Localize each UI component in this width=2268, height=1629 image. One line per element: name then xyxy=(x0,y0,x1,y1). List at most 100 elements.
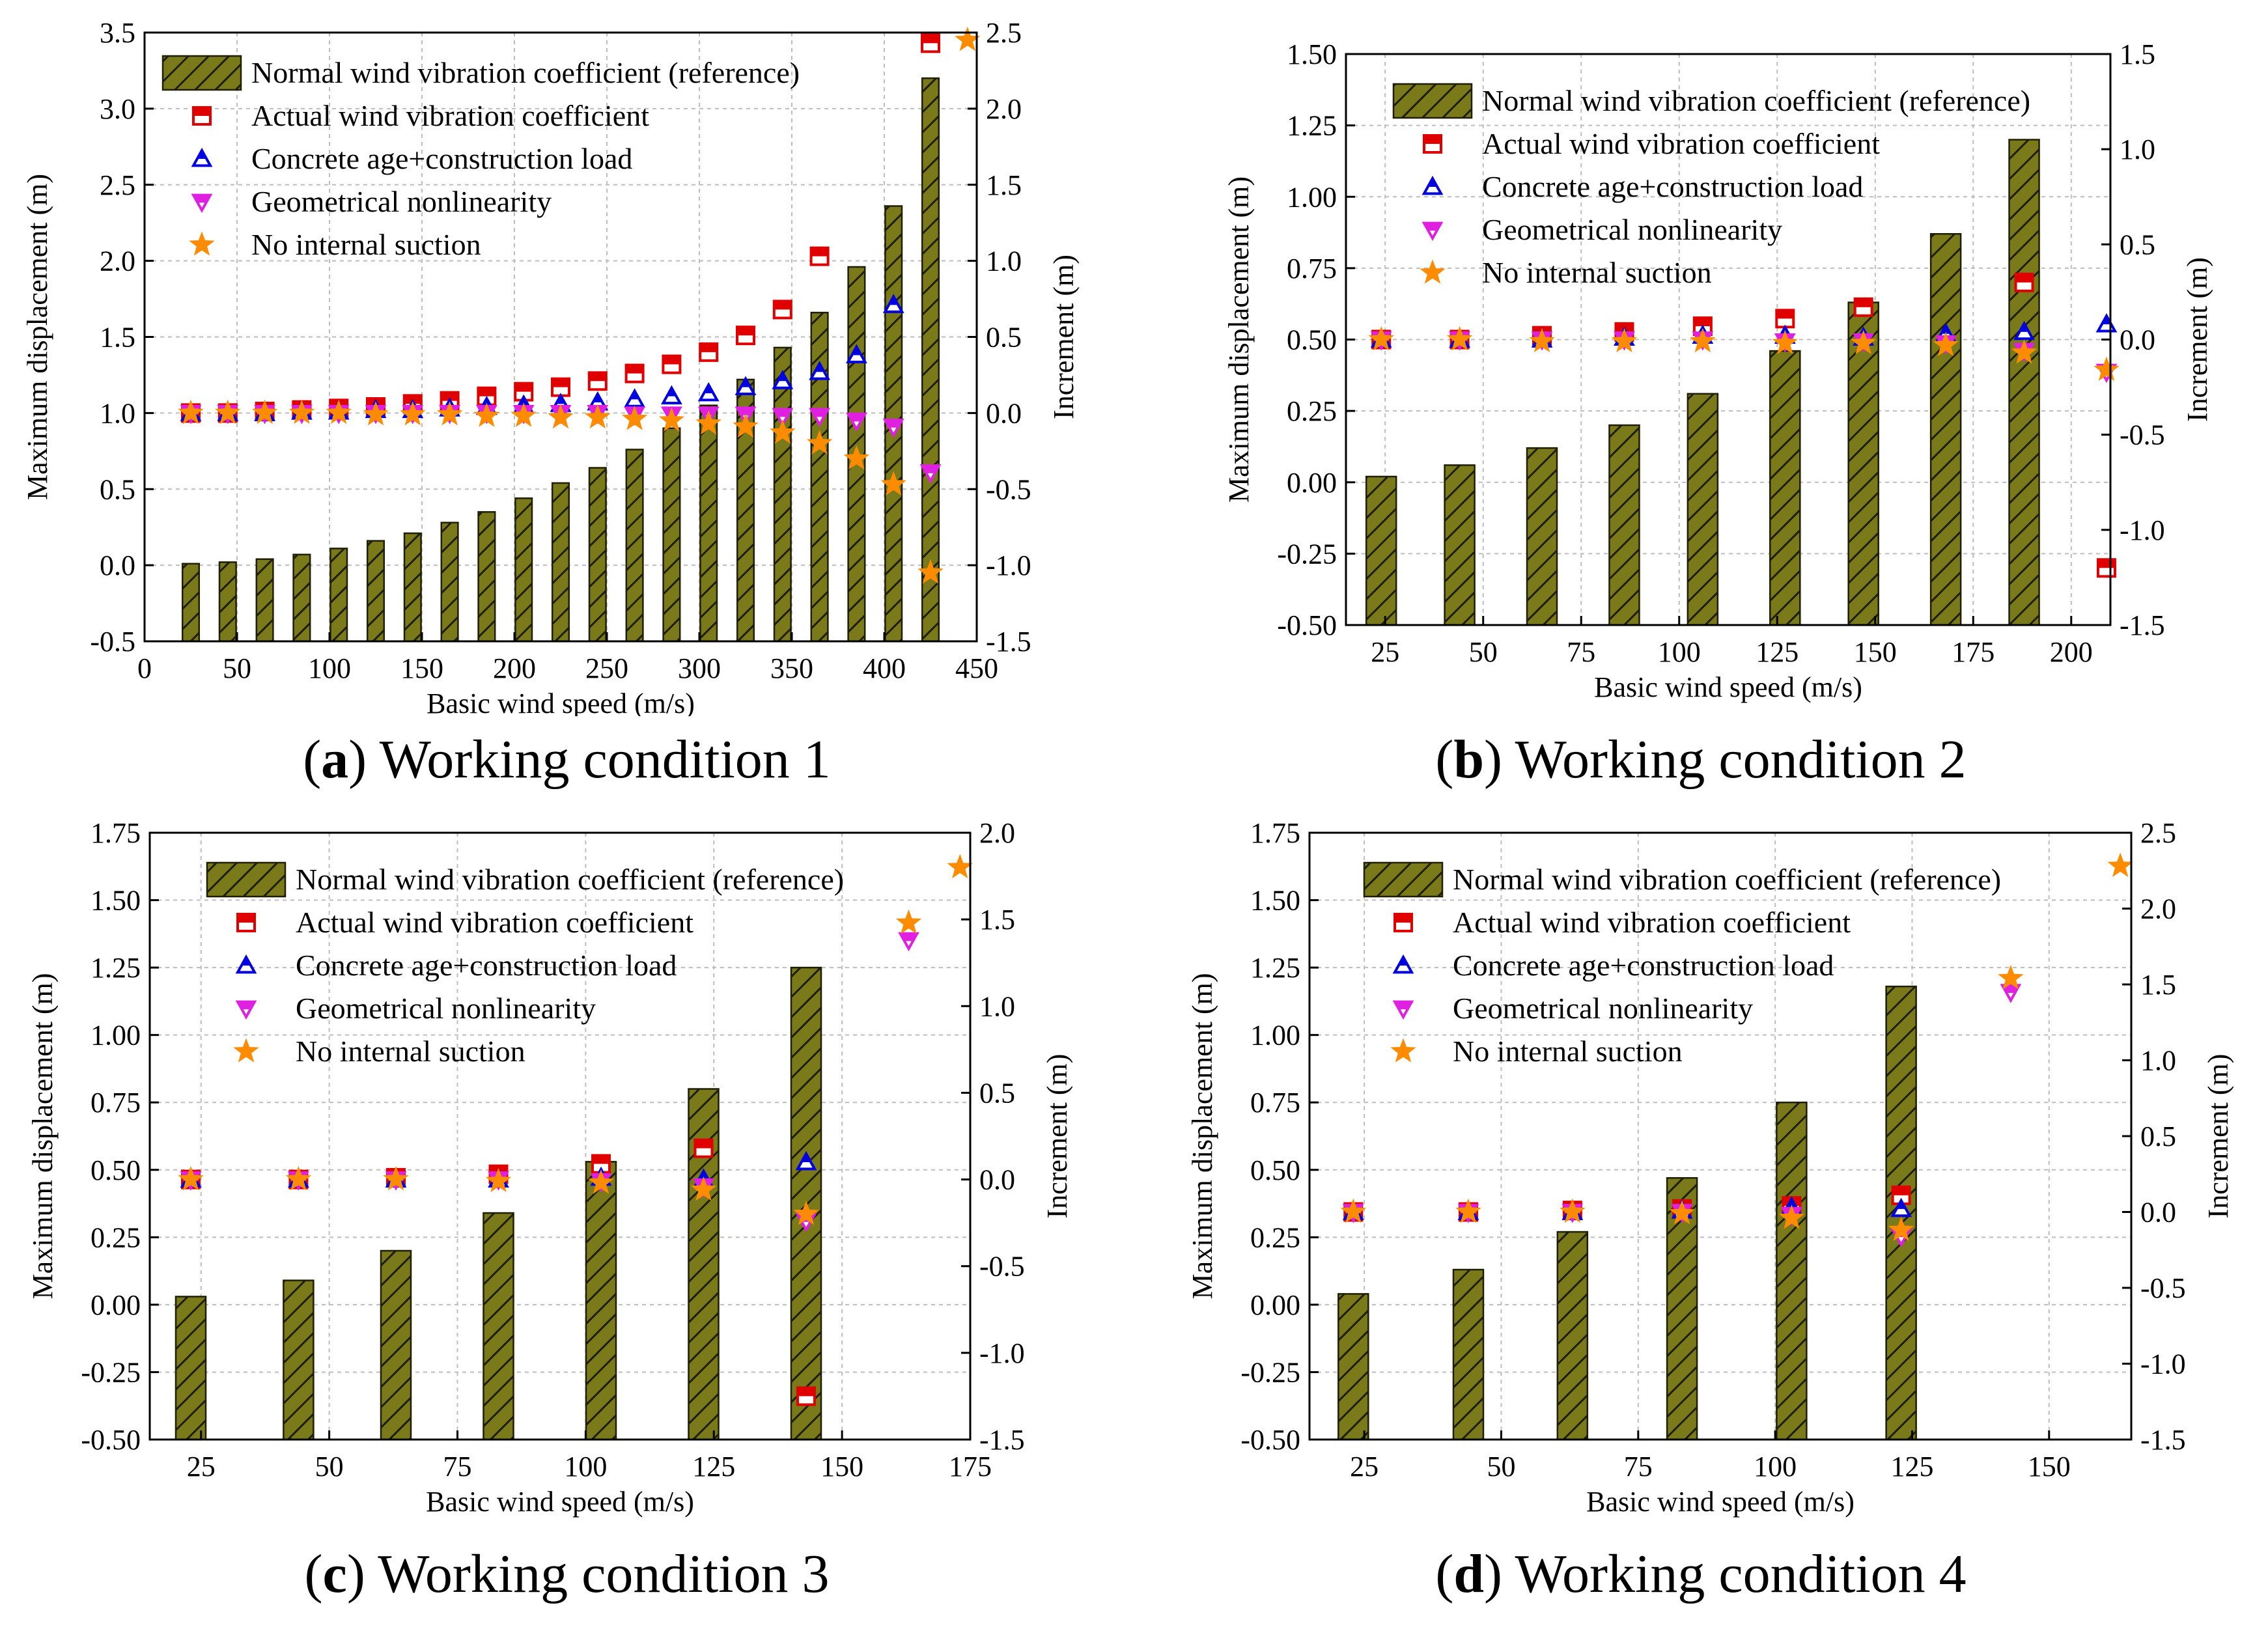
data-point-triangle-down xyxy=(846,412,867,432)
legend-label: Actual wind vibration coefficient xyxy=(1482,127,1880,160)
y-axis-right: -1.5 -1.0 -0.5 0.0 0.5 1.0 1.5 xyxy=(2101,38,2165,641)
y-tick-label: 0.00 xyxy=(1250,1289,1300,1321)
y-tick-label: 1.00 xyxy=(91,1020,141,1051)
data-point-star xyxy=(1446,326,1473,351)
y2-tick-label: -1.0 xyxy=(2120,514,2165,546)
bar xyxy=(218,561,237,643)
y-axis-right: -1.5 -1.0 -0.5 0.0 0.5 1.0 1.5 2.0 2.5 xyxy=(2122,817,2186,1456)
legend: Normal wind vibration coefficient (refer… xyxy=(1392,83,2030,289)
marker-series-triangle-up xyxy=(1342,1196,1912,1220)
y-tick-label: -0.25 xyxy=(81,1356,141,1388)
marker-series-square xyxy=(1371,272,2116,578)
data-point-star xyxy=(215,399,241,425)
x-tick-label: 150 xyxy=(2028,1451,2071,1483)
data-point-star xyxy=(511,402,537,427)
data-point-triangle-up xyxy=(697,382,720,402)
caption-c: (c) Working condition 3 xyxy=(304,1544,830,1604)
caption-letter: a xyxy=(321,729,349,790)
x-tick-label: 350 xyxy=(770,652,813,684)
bar xyxy=(588,467,607,643)
marker-series-star xyxy=(1340,852,2133,1242)
data-point-star xyxy=(1888,1216,1914,1242)
y-axis-right: -1.5 -1.0 -0.5 0.0 0.5 1.0 1.5 2.0 2.5 xyxy=(968,17,1031,658)
data-point-triangle-up xyxy=(2095,313,2118,333)
x-tick-label: 450 xyxy=(955,652,998,684)
caption-text: Working condition 2 xyxy=(1515,729,1967,790)
y-tick-label: 1.5 xyxy=(100,322,135,354)
x-tick-label: 50 xyxy=(223,652,251,684)
data-point-square xyxy=(736,326,755,346)
y-tick-label: -0.50 xyxy=(1240,1424,1300,1456)
data-point-triangle-up xyxy=(882,294,904,313)
y2-tick-label: 1.0 xyxy=(2120,133,2155,165)
y2-tick-label: -1.5 xyxy=(2140,1424,2186,1456)
legend: Normal wind vibration coefficient (refer… xyxy=(1363,861,2001,1068)
y-tick-label: 2.5 xyxy=(100,169,135,201)
y-tick-label: 1.00 xyxy=(1250,1020,1300,1051)
bar xyxy=(1337,1293,1369,1441)
legend-entry: Actual wind vibration coefficient xyxy=(192,99,649,132)
bar xyxy=(514,497,533,643)
legend-label: Actual wind vibration coefficient xyxy=(296,906,693,939)
y-tick-label: 1.50 xyxy=(91,885,141,917)
x-tick-label: 150 xyxy=(1854,636,1897,668)
y-tick-label: 0.50 xyxy=(1250,1154,1300,1186)
chart-panel-b: 25 50 75 100 125 150 175 200 Basic wind speed (m… xyxy=(1134,0,2268,814)
caption-a: (a) Working condition 1 xyxy=(303,729,831,790)
y-tick-label: 1.50 xyxy=(1250,885,1300,917)
y2-tick-label: -1.0 xyxy=(2140,1348,2186,1380)
y-tick-label: 1.25 xyxy=(91,952,141,984)
bar xyxy=(329,548,348,643)
data-point-star xyxy=(843,445,870,470)
data-point-star xyxy=(947,854,973,879)
plot-frame xyxy=(148,831,972,1441)
data-point-star xyxy=(2093,356,2120,382)
y2-tick-label: -0.5 xyxy=(986,473,1031,505)
legend-label: Concrete age+construction load xyxy=(1453,949,1834,982)
marker-series-star xyxy=(178,26,981,584)
caption-letter: c xyxy=(322,1544,347,1604)
data-point-square xyxy=(921,33,940,53)
data-point-triangle-down xyxy=(809,408,830,428)
y-tick-label: 0.5 xyxy=(100,473,135,505)
legend-entry: Actual wind vibration coefficient xyxy=(1393,906,1851,939)
legend-label: Normal wind vibration coefficient (refer… xyxy=(1453,863,2001,896)
legend-swatch-bar xyxy=(161,55,242,91)
data-point-triangle-up xyxy=(624,388,645,408)
bar-series xyxy=(181,77,940,643)
y2-axis-label: Increment (m) xyxy=(2202,1054,2234,1219)
bar xyxy=(699,404,718,643)
legend-label: Geometrical nonlinearity xyxy=(296,992,596,1025)
legend: Normal wind vibration coefficient (refer… xyxy=(161,55,800,261)
data-point-star xyxy=(1690,327,1716,353)
data-point-square xyxy=(1853,297,1873,317)
y-tick-label: 0.75 xyxy=(91,1087,141,1119)
x-tick-label: 125 xyxy=(692,1451,735,1483)
bar xyxy=(1365,475,1397,626)
y-tick-label: 0.75 xyxy=(1250,1087,1300,1119)
y-tick-label: 3.0 xyxy=(100,93,135,125)
legend-label: Geometrical nonlinearity xyxy=(1453,992,1753,1025)
y-tick-label: -0.50 xyxy=(81,1424,141,1456)
legend-entry: Geometrical nonlinearity xyxy=(191,185,552,218)
data-point-square xyxy=(1775,309,1795,329)
bar-series xyxy=(1337,985,1917,1441)
legend-entry: Concrete age+construction load xyxy=(191,142,632,175)
data-point-star xyxy=(880,471,906,495)
bar xyxy=(551,482,570,643)
legend-entry: Normal wind vibration coefficient (refer… xyxy=(161,55,800,91)
bar xyxy=(585,1161,617,1441)
y-axis-label: Maximum displacement (m) xyxy=(1186,973,1218,1300)
caption-letter: d xyxy=(1453,1544,1485,1604)
bar xyxy=(1556,1231,1589,1441)
legend-entry: Normal wind vibration coefficient (refer… xyxy=(1363,861,2001,898)
legend-label: No internal suction xyxy=(1453,1035,1683,1068)
data-point-star xyxy=(288,399,315,425)
x-axis: 25 50 75 100 125 150 xyxy=(1350,1430,2071,1483)
data-point-star xyxy=(1933,331,1959,357)
data-point-star xyxy=(485,1167,512,1192)
x-tick-label: 125 xyxy=(1756,636,1799,668)
data-point-star xyxy=(1669,1200,1695,1225)
y-tick-label: -0.25 xyxy=(1277,538,1337,570)
y-tick-label: 1.75 xyxy=(91,817,141,849)
